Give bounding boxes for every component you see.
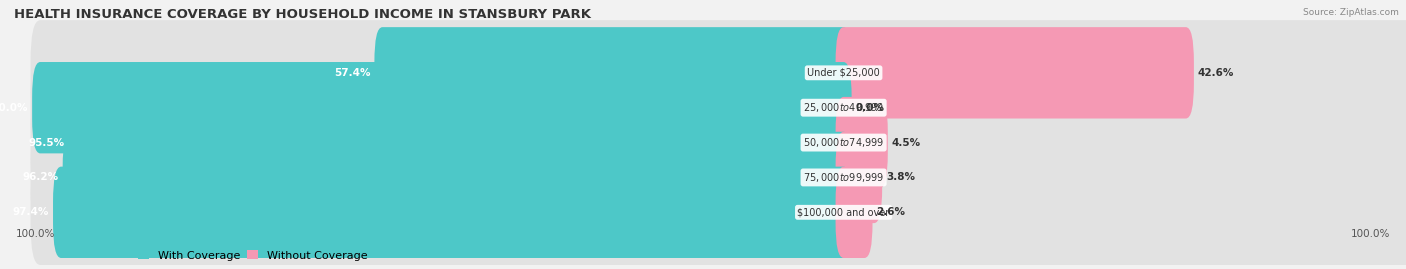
FancyBboxPatch shape [835, 132, 882, 223]
Text: 2.6%: 2.6% [876, 207, 905, 217]
FancyBboxPatch shape [69, 97, 852, 188]
FancyBboxPatch shape [32, 62, 852, 153]
Text: 96.2%: 96.2% [22, 172, 59, 182]
FancyBboxPatch shape [835, 97, 887, 188]
Text: 100.0%: 100.0% [1351, 229, 1391, 239]
FancyBboxPatch shape [53, 167, 852, 258]
Legend: With Coverage, Without Coverage: With Coverage, Without Coverage [134, 246, 373, 265]
FancyBboxPatch shape [31, 160, 1406, 265]
FancyBboxPatch shape [374, 27, 852, 119]
Text: $75,000 to $99,999: $75,000 to $99,999 [803, 171, 884, 184]
Text: 95.5%: 95.5% [28, 137, 65, 148]
Text: 4.5%: 4.5% [891, 137, 921, 148]
FancyBboxPatch shape [31, 90, 1406, 195]
Text: $25,000 to $49,999: $25,000 to $49,999 [803, 101, 884, 114]
FancyBboxPatch shape [31, 55, 1406, 160]
Text: 3.8%: 3.8% [886, 172, 915, 182]
Text: Source: ZipAtlas.com: Source: ZipAtlas.com [1303, 8, 1399, 17]
Text: 0.0%: 0.0% [856, 103, 884, 113]
Text: 97.4%: 97.4% [13, 207, 49, 217]
Text: $50,000 to $74,999: $50,000 to $74,999 [803, 136, 884, 149]
Text: 57.4%: 57.4% [333, 68, 370, 78]
FancyBboxPatch shape [31, 125, 1406, 230]
Text: $100,000 and over: $100,000 and over [797, 207, 890, 217]
Text: 100.0%: 100.0% [0, 103, 28, 113]
Text: HEALTH INSURANCE COVERAGE BY HOUSEHOLD INCOME IN STANSBURY PARK: HEALTH INSURANCE COVERAGE BY HOUSEHOLD I… [14, 8, 591, 21]
FancyBboxPatch shape [63, 132, 852, 223]
FancyBboxPatch shape [835, 167, 873, 258]
Text: 100.0%: 100.0% [15, 229, 55, 239]
Text: 42.6%: 42.6% [1198, 68, 1234, 78]
FancyBboxPatch shape [835, 27, 1194, 119]
Text: Under $25,000: Under $25,000 [807, 68, 880, 78]
FancyBboxPatch shape [31, 20, 1406, 125]
